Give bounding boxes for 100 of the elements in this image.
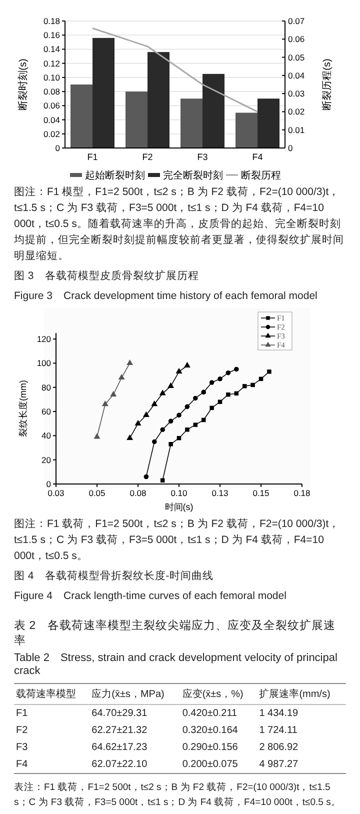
x-tick-label: 0.13 [212, 488, 229, 498]
text: 0.420±0.211 [181, 707, 238, 721]
y-tick-label: 0.12 [43, 58, 60, 68]
point [193, 422, 198, 427]
text: 0.290±0.156 [181, 741, 239, 755]
point [242, 384, 247, 388]
point [226, 370, 231, 376]
text: F3 [15, 741, 29, 755]
bar [202, 74, 224, 148]
bar [236, 112, 258, 148]
y-axis-title: 断裂时刻(s) [17, 58, 29, 110]
bar [258, 98, 280, 148]
point [176, 412, 182, 418]
text: 4 987.27 [258, 758, 300, 772]
x-tick-label: 0.08 [130, 488, 147, 498]
point [184, 362, 190, 368]
y-tick-label: 60 [42, 406, 52, 416]
text: 载荷速率模型 [15, 688, 77, 702]
y-tick-label: 0.06 [43, 100, 60, 111]
point [102, 400, 108, 406]
point [159, 390, 166, 396]
text: F4 [15, 758, 29, 772]
y2-tick-label: 0.07 [288, 16, 305, 26]
y-tick-label: 0.14 [43, 44, 60, 54]
x-tick-label: 0.05 [88, 488, 106, 498]
x-tick-label: 0.15 [252, 488, 270, 498]
point [160, 427, 165, 432]
x-axis-title: 时间(s) [164, 502, 194, 512]
line-series [92, 28, 258, 112]
x-tick-label: 0.18 [294, 488, 311, 498]
legend-label: 完全断裂时刻 [163, 170, 223, 182]
x-tick-label: 0.10 [170, 488, 188, 498]
point [168, 418, 174, 424]
point [134, 420, 142, 426]
text: 表注：F1 载荷，F1=2 500t，t≤2 s；B 为 F2 载荷，F2=(10 000/3)t，t≤1.5 s；C 为 F3 载荷，F3=5 000t，t≤1 s；D 为 F4 载荷，F4=10 000t，t≤0.5 s。 [14, 781, 342, 810]
y-tick-label: 0.10 [43, 72, 60, 82]
y-tick-label: 0.02 [43, 128, 60, 139]
point [218, 376, 222, 382]
caption: 图 3 各载荷模型皮质骨裂纹扩展历程 [14, 269, 200, 284]
y-tick-label: 0.08 [43, 86, 60, 97]
point [142, 411, 150, 418]
y2-tick-label: 0.04 [288, 70, 305, 80]
text: 0.320±0.164 [181, 724, 239, 738]
point [250, 382, 255, 388]
caption: Figure 4 Crack length-time curves of each femoral model [14, 589, 288, 604]
caption: 图 4 各载荷模型骨折裂纹长度-时间曲线 [14, 569, 214, 584]
text: 64.62±17.23 [90, 741, 148, 755]
text: 1 724.11 [258, 724, 298, 738]
text: Table 2 Stress, strain and crack development velocity of principal crack [14, 651, 338, 677]
x-tick-label: F4 [252, 152, 263, 162]
y-tick-label: 100 [36, 358, 52, 368]
y-axis-title: 裂纹长度(mm) [18, 380, 28, 437]
y-tick-label: 0.16 [43, 30, 60, 40]
y2-tick-label: 0.06 [288, 34, 305, 44]
text: 62.27±21.32 [90, 724, 148, 738]
point [110, 390, 117, 396]
y2-tick-label: 0 [288, 142, 293, 153]
point [176, 368, 182, 374]
bar [180, 98, 202, 148]
text: F1 [15, 707, 29, 721]
point [126, 434, 134, 440]
point [168, 442, 173, 446]
legend-label: 起始断裂时刻 [85, 170, 145, 182]
text: 应力(x̄±s，MPa) [90, 688, 166, 702]
y-tick-label: 0.04 [43, 114, 60, 125]
y2-tick-label: 0.01 [288, 124, 305, 135]
y-tick-label: 0 [55, 142, 60, 153]
text: 表 2 各载荷速率模型主裂纹尖端应力、应变及全裂纹扩展速率 [14, 618, 337, 648]
point [201, 390, 206, 395]
y-tick-label: 40 [42, 430, 52, 441]
point [226, 392, 230, 397]
x-tick-label: F1 [87, 152, 98, 162]
y-tick-label: 0.18 [43, 16, 60, 26]
point [152, 439, 157, 444]
text: 62.07±22.10 [90, 758, 148, 772]
text: F2 [15, 724, 29, 738]
text: 图注：F1 模型，F1=2 500t，t≤2 s；B 为 F2 载荷，F2=(10 000/3)t，t≤1.5 s；C 为 F3 载荷，F3=5 000t，t≤1 s；D 为 F4 载荷，F4=10 000t，t≤0.5 s。随着载荷速率的升高，皮质骨的起始、完全断裂时刻均提前，但完全断裂时刻提前幅度较前者更显著，使得裂纹扩展时间明显缩短。 [14, 185, 345, 264]
y2-tick-label: 0.02 [288, 106, 305, 117]
text: 图注：F1 载荷，F1=2 500t，t≤2 s；B 为 F2 载荷，F2=(10 000/3)t，t≤1.5 s；C 为 F3 载荷，F3=5 000t，t≤1 s；D 为 F4 载荷，F4=10 000t，t≤0.5 s。 [14, 517, 341, 564]
y-tick-label: 20 [42, 454, 52, 465]
bar [126, 92, 148, 148]
x-tick-label: 0.03 [48, 488, 65, 498]
text: 64.70±29.31 [90, 707, 148, 721]
x-tick-label: F3 [197, 152, 208, 162]
y-tick-label: 0 [46, 478, 52, 489]
caption: Figure 3 Crack development time history of each femoral model [14, 289, 318, 304]
x-tick-label: F2 [142, 152, 153, 162]
point [168, 382, 174, 388]
point [267, 370, 272, 374]
point [210, 406, 214, 410]
legend-label: 断裂历程 [241, 170, 281, 182]
y2-tick-label: 0.05 [288, 52, 305, 62]
bar [70, 84, 92, 148]
point [118, 374, 125, 380]
y2-axis-title: 断裂历程(s) [321, 58, 333, 110]
bar [92, 38, 114, 148]
text: 扩展速率(mm/s) [258, 688, 332, 702]
y-tick-label: 80 [42, 382, 52, 392]
text: 应变(x̄±s，%) [181, 688, 244, 702]
bar [148, 52, 170, 148]
